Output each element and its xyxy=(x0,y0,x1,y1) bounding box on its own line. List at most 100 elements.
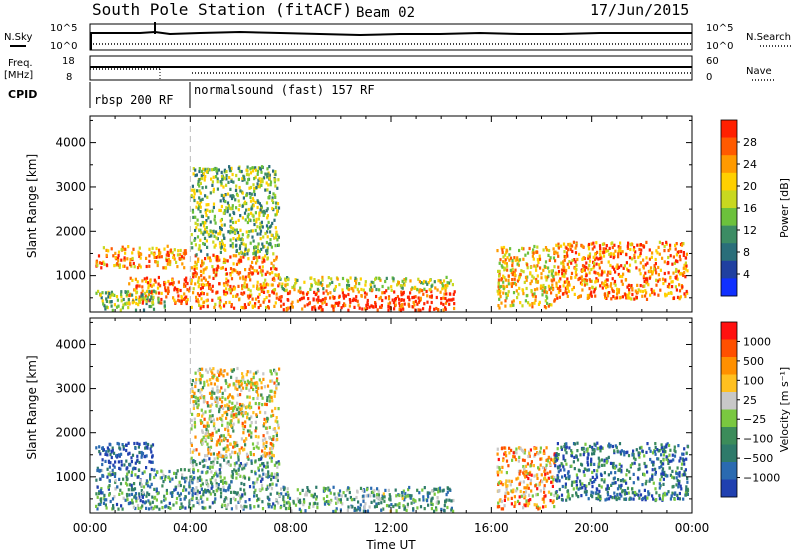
nsky-strip-frame xyxy=(89,23,693,51)
power-cell xyxy=(369,288,372,292)
power-cell xyxy=(537,302,541,306)
velocity-cell xyxy=(200,388,203,392)
power-cell xyxy=(522,292,525,296)
power-cell xyxy=(258,177,261,181)
power-cell xyxy=(278,297,281,301)
velocity-cell xyxy=(234,386,237,390)
power-cell xyxy=(370,304,373,308)
power-cell xyxy=(355,295,358,299)
velocity-cell xyxy=(268,397,272,401)
velocity-cell xyxy=(252,376,255,380)
power-cell xyxy=(204,168,207,172)
power-cell xyxy=(201,282,204,286)
power-cell xyxy=(156,260,159,264)
power-cell xyxy=(259,208,262,212)
velocity-cell xyxy=(581,482,584,486)
velocity-cell xyxy=(242,431,245,435)
velocity-cell xyxy=(209,417,212,421)
power-cell xyxy=(238,237,241,241)
power-cell xyxy=(541,289,544,293)
power-cell xyxy=(193,238,196,242)
power-cell xyxy=(448,292,451,296)
velocity-cell xyxy=(430,499,433,503)
power-cell xyxy=(384,279,387,284)
power-cell xyxy=(547,253,550,257)
velocity-cell xyxy=(662,472,665,476)
power-cell xyxy=(211,168,214,172)
power-cell xyxy=(247,302,250,306)
velocity-cell xyxy=(205,480,208,485)
velocity-cell xyxy=(536,492,539,497)
power-cell xyxy=(444,288,447,293)
velocity-cell xyxy=(346,508,349,513)
power-cell xyxy=(247,212,250,216)
power-cell xyxy=(177,298,180,302)
velocity-cell xyxy=(105,450,108,454)
velocity-cell xyxy=(573,480,576,484)
velocity-cell xyxy=(358,508,362,512)
power-cell xyxy=(231,194,234,198)
velocity-cell xyxy=(362,497,365,501)
velocity-cell xyxy=(282,498,285,502)
velocity-cell xyxy=(215,472,218,476)
power-cell xyxy=(583,278,586,282)
velocity-cell xyxy=(96,466,99,470)
velocity-cell xyxy=(190,488,194,493)
velocity-cell xyxy=(201,500,204,504)
power-cell xyxy=(329,296,332,300)
power-cell xyxy=(627,283,630,287)
power-cell xyxy=(682,266,685,270)
velocity-cell xyxy=(607,444,610,448)
freq-tick-bottom: 8 xyxy=(66,72,72,83)
power-cell xyxy=(237,218,240,222)
velocity-cell xyxy=(658,482,661,486)
velocity-cell xyxy=(114,460,117,464)
velocity-cell xyxy=(528,454,531,458)
power-cell xyxy=(594,271,597,275)
power-cell xyxy=(260,289,263,293)
power-cell xyxy=(195,299,198,303)
velocity-cell xyxy=(218,389,221,393)
velocity-cell xyxy=(544,504,547,508)
power-cell xyxy=(511,263,514,268)
velocity-cell xyxy=(275,416,278,420)
power-cell xyxy=(562,262,565,267)
velocity-cell xyxy=(271,453,274,457)
power-cell xyxy=(635,295,638,300)
power-cell xyxy=(685,264,688,268)
velocity-cell xyxy=(99,452,102,456)
velocity-cell xyxy=(554,459,557,463)
power-cell xyxy=(268,299,271,303)
velocity-cell xyxy=(162,480,165,484)
power-cell xyxy=(586,296,589,300)
velocity-cell xyxy=(231,406,234,410)
velocity-cell xyxy=(196,476,200,480)
velocity-cell xyxy=(236,407,239,411)
velocity-cell xyxy=(199,419,202,423)
power-cell xyxy=(275,267,278,271)
velocity-cell xyxy=(638,463,641,467)
velocity-cell xyxy=(350,498,353,502)
velocity-cell xyxy=(248,395,251,399)
velocity-cell xyxy=(273,394,276,398)
power-cell xyxy=(118,263,121,267)
power-cell xyxy=(610,287,614,291)
velocity-cell xyxy=(683,458,686,462)
power-cell xyxy=(500,278,503,282)
velocity-cell xyxy=(246,429,250,433)
power-cell xyxy=(443,292,446,296)
velocity-cell xyxy=(568,446,571,450)
velocity-cell xyxy=(638,446,642,450)
power-cell xyxy=(607,260,610,264)
velocity-cell xyxy=(248,498,251,502)
power-cell xyxy=(227,230,230,234)
power-cell xyxy=(330,277,333,281)
power-cell xyxy=(195,226,198,230)
power-cell xyxy=(95,291,98,295)
power-cell xyxy=(198,204,201,208)
velocity-cell xyxy=(375,496,379,500)
power-cell xyxy=(514,258,517,262)
power-cell xyxy=(172,255,175,259)
velocity-cell xyxy=(225,497,229,501)
power-cell xyxy=(212,175,215,179)
